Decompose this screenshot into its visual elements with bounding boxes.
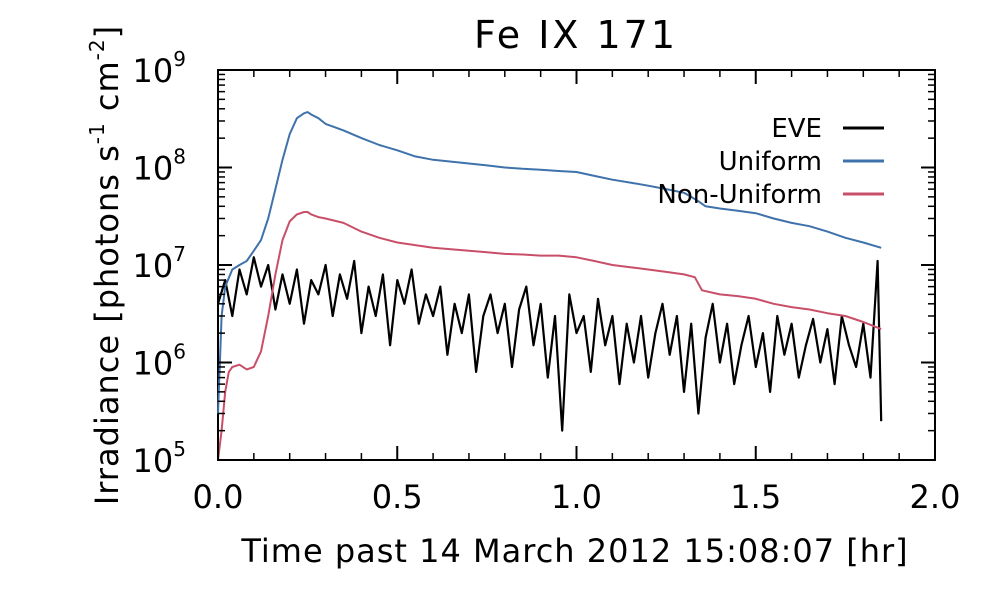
- y-tick-label: 107: [133, 242, 186, 285]
- x-tick-label: 2.0: [910, 478, 961, 516]
- x-axis-label: Time past 14 March 2012 15:08:07 [hr]: [240, 532, 908, 570]
- series-line-eve: [216, 256, 883, 432]
- y-tick-label: 105: [133, 437, 186, 480]
- series-line-non-uniform: [217, 211, 882, 461]
- x-tick-label: 0.5: [372, 478, 423, 516]
- y-axis-label: Irradiance [photons s-1 cm-2]: [85, 25, 126, 505]
- legend-label: Uniform: [719, 147, 822, 177]
- legend-label: Non-Uniform: [657, 180, 822, 210]
- x-axis: 0.0 0.5 1.0 1.5 2.0: [193, 70, 961, 516]
- y-tick-label: 106: [133, 340, 186, 383]
- y-tick-label: 108: [133, 145, 186, 188]
- legend-label: EVE: [771, 114, 822, 144]
- series-lines: [216, 111, 883, 461]
- chart-title: Fe IX 171: [474, 13, 678, 57]
- series-line-uniform: [217, 111, 882, 414]
- y-axis: 105 106 107 108 109: [133, 47, 935, 480]
- x-tick-label: 0.0: [193, 478, 244, 516]
- y-tick-label: 109: [133, 47, 186, 90]
- x-tick-label: 1.0: [551, 478, 602, 516]
- x-tick-label: 1.5: [730, 478, 781, 516]
